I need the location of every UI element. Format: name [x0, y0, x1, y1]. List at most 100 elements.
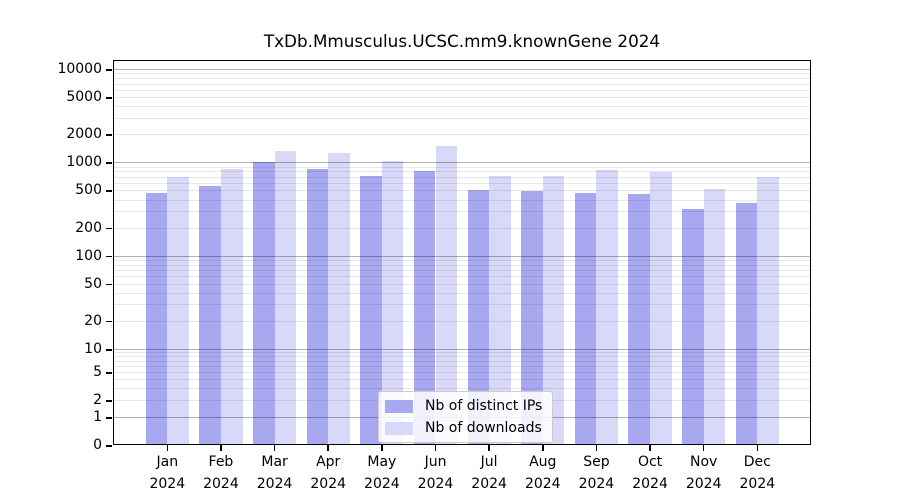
legend-item-distinct-ips: Nb of distinct IPs — [385, 397, 542, 415]
bar-nb-of-downloads-jul-2024 — [489, 175, 511, 445]
x-tick-line: Feb — [208, 454, 234, 470]
x-tick-label-nov-2024: Nov 2024 — [672, 451, 736, 495]
x-tick-label-apr-2024: Apr 2024 — [296, 451, 360, 495]
y-tick-mark-500 — [106, 190, 112, 192]
x-tick-line: 2024 — [471, 476, 507, 492]
x-tick-mark-mar-2024 — [273, 445, 276, 451]
gridline-minor-9 — [113, 352, 811, 354]
gridline-minor-4 — [113, 379, 811, 381]
y-tick-mark-5000 — [106, 97, 112, 99]
gridline-major-1000 — [113, 162, 811, 164]
gridline-major-10000 — [113, 69, 811, 71]
legend-label-distinct-ips: Nb of distinct IPs — [425, 398, 543, 414]
bar-nb-of-downloads-jun-2024 — [435, 146, 458, 445]
gridline-minor-70 — [113, 270, 811, 272]
y-tick-label-10000: 10000 — [57, 61, 102, 78]
plot-area: Nb of distinct IPs Nb of downloads — [113, 60, 811, 445]
x-tick-line: May — [367, 454, 397, 470]
y-tick-label-1: 1 — [93, 409, 102, 426]
bar-nb-of-distinct-ips-apr-2024 — [306, 169, 329, 445]
x-tick-label-dec-2024: Dec 2024 — [725, 451, 789, 495]
y-tick-label-50: 50 — [84, 275, 102, 292]
y-tick-label-5000: 5000 — [66, 89, 102, 106]
legend-item-downloads: Nb of downloads — [385, 419, 542, 437]
gridline-minor-500 — [113, 190, 811, 192]
bar-nb-of-downloads-sep-2024 — [596, 170, 618, 445]
bar-nb-of-downloads-feb-2024 — [220, 169, 243, 445]
x-tick-mark-jun-2024 — [434, 445, 437, 451]
y-tick-label-1000: 1000 — [66, 154, 102, 171]
x-tick-label-feb-2024: Feb 2024 — [189, 451, 253, 495]
y-tick-label-2: 2 — [93, 392, 102, 408]
x-tick-mark-may-2024 — [381, 445, 383, 451]
gridline-major-100 — [113, 255, 811, 257]
x-tick-line: 2024 — [310, 476, 347, 492]
gridline-minor-200 — [113, 227, 811, 229]
gridline-minor-7 — [113, 360, 811, 362]
bar-nb-of-distinct-ips-may-2024 — [360, 176, 382, 445]
bar-nb-of-downloads-aug-2024 — [542, 175, 565, 445]
y-tick-mark-10 — [106, 349, 112, 351]
y-tick-mark-50 — [106, 283, 112, 286]
x-tick-line: Aug — [529, 454, 557, 470]
gridline-minor-8 — [113, 356, 811, 358]
y-tick-mark-200 — [106, 227, 112, 230]
y-tick-label-10: 10 — [84, 341, 102, 357]
x-tick-line: 2024 — [203, 476, 239, 492]
x-tick-label-mar-2024: Mar 2024 — [243, 451, 307, 495]
gridline-minor-7000 — [113, 83, 811, 85]
y-tick-mark-20 — [106, 320, 112, 323]
x-tick-line: 2024 — [364, 476, 400, 492]
gridline-minor-90 — [113, 259, 811, 261]
legend-swatch-downloads — [385, 421, 413, 435]
gridline-minor-2000 — [113, 134, 811, 136]
gridline-minor-700 — [113, 176, 811, 178]
gridline-minor-30 — [113, 304, 811, 306]
x-tick-label-jun-2024: Jun 2024 — [404, 451, 468, 495]
bar-nb-of-distinct-ips-aug-2024 — [521, 191, 543, 445]
y-tick-mark-0 — [106, 445, 112, 447]
x-tick-line: Mar — [261, 454, 288, 470]
x-tick-line: Oct — [637, 454, 663, 470]
bar-nb-of-downloads-oct-2024 — [650, 172, 672, 445]
x-tick-label-oct-2024: Oct 2024 — [618, 451, 682, 495]
x-tick-line: Apr — [316, 454, 341, 470]
y-tick-label-2000: 2000 — [66, 126, 102, 143]
x-tick-mark-jul-2024 — [488, 445, 490, 451]
chart-title: TxDb.Mmusculus.UCSC.mm9.knownGene 2024 — [263, 31, 661, 51]
y-tick-label-5: 5 — [93, 364, 102, 381]
gridline-minor-400 — [113, 199, 811, 201]
x-tick-mark-nov-2024 — [702, 445, 705, 451]
x-tick-line: 2024 — [632, 476, 668, 492]
gridline-minor-4000 — [113, 106, 811, 108]
x-tick-label-may-2024: May 2024 — [350, 451, 414, 495]
y-tick-mark-1 — [106, 417, 112, 419]
gridline-minor-6 — [113, 366, 811, 368]
gridline-minor-20 — [113, 320, 811, 322]
gridline-minor-9000 — [113, 73, 811, 75]
x-tick-mark-apr-2024 — [327, 445, 329, 451]
bar-nb-of-distinct-ips-mar-2024 — [252, 161, 275, 445]
x-tick-line: Sep — [583, 454, 610, 470]
gridline-minor-60 — [113, 276, 811, 278]
gridline-minor-3000 — [113, 117, 811, 119]
bar-nb-of-distinct-ips-dec-2024 — [735, 202, 758, 445]
bar-nb-of-downloads-dec-2024 — [757, 176, 779, 445]
x-tick-mark-jan-2024 — [166, 445, 169, 451]
bar-nb-of-downloads-jan-2024 — [167, 177, 189, 445]
x-tick-line: Nov — [690, 454, 718, 470]
gridline-minor-300 — [113, 211, 811, 213]
x-tick-line: Dec — [743, 454, 771, 470]
bar-nb-of-downloads-mar-2024 — [274, 150, 297, 445]
gridline-minor-5000 — [113, 97, 811, 99]
gridline-major-10 — [113, 349, 811, 350]
x-tick-line: 2024 — [417, 476, 454, 492]
gridline-minor-5 — [113, 372, 811, 374]
gridline-minor-600 — [113, 183, 811, 185]
y-tick-mark-2 — [106, 400, 112, 402]
gridline-minor-800 — [113, 171, 811, 173]
legend-label-downloads: Nb of downloads — [425, 420, 542, 436]
y-tick-label-200: 200 — [75, 219, 102, 236]
gridline-minor-6000 — [113, 89, 811, 91]
x-tick-mark-oct-2024 — [649, 445, 651, 451]
